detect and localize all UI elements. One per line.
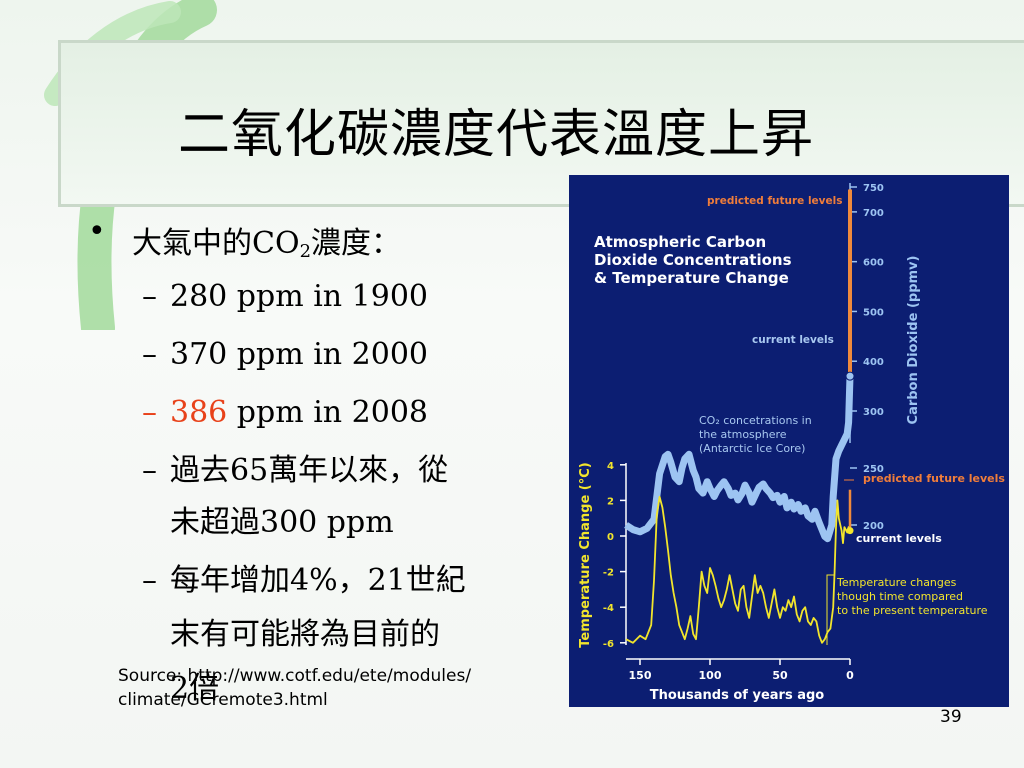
co2-axis-ticks: 200 250 300 400 500 600 700 750 bbox=[850, 183, 884, 532]
sub-item-650k-years: – 過去65萬年以來，從 未超過300 ppm bbox=[142, 453, 449, 540]
sub-item-2008: –386 ppm in 2008 bbox=[142, 395, 428, 430]
sub-item-2000: –370 ppm in 2000 bbox=[142, 337, 428, 372]
slide-title: 二氧化碳濃度代表溫度上昇 bbox=[178, 105, 815, 165]
co2-series-label-1: CO₂ concetrations in bbox=[699, 414, 812, 427]
co2-series-label-2: the atmosphere bbox=[699, 428, 787, 441]
bullet-main-text: 大氣中的CO2濃度： bbox=[132, 226, 402, 262]
temp-tick-label: 0 bbox=[607, 532, 614, 543]
co2-tick-label: 500 bbox=[863, 307, 884, 318]
highlight-386: 386 bbox=[170, 395, 228, 430]
co2-current-label: current levels bbox=[752, 334, 834, 346]
co2-tick-label: 700 bbox=[863, 208, 884, 219]
page-number: 39 bbox=[940, 707, 962, 727]
x-tick-label: 100 bbox=[699, 669, 722, 682]
temp-note-line-3: to the present temperature bbox=[837, 604, 988, 617]
source-citation: Source: http://www.cotf.edu/ete/modules/… bbox=[118, 666, 472, 710]
x-tick-label: 50 bbox=[772, 669, 788, 682]
temp-axis-ticks: 4 2 0 -2 -4 -6 bbox=[603, 461, 626, 650]
co2-axis-label: Carbon Dioxide (ppmv) bbox=[906, 256, 921, 425]
series-layer bbox=[624, 189, 855, 644]
temp-note-bracket bbox=[826, 574, 835, 645]
temp-tick-label: -2 bbox=[603, 568, 614, 579]
chart-title-line-2: Dioxide Concentrations bbox=[594, 251, 792, 269]
x-axis-label: Thousands of years ago bbox=[650, 688, 825, 703]
temp-note-line-2: though time compared bbox=[837, 590, 963, 603]
temperature-series-line bbox=[625, 495, 851, 644]
bullet-dot-icon: • bbox=[88, 214, 106, 249]
chart-title-line-1: Atmospheric Carbon bbox=[594, 233, 766, 251]
co2-tick-label: 300 bbox=[863, 407, 884, 418]
co2-current-marker bbox=[845, 371, 855, 381]
temp-predicted-label: predicted future levels bbox=[863, 472, 1005, 485]
co2-tick-label: 600 bbox=[863, 258, 884, 269]
temp-tick-label: -4 bbox=[603, 603, 614, 614]
sub-item-1900: –280 ppm in 1900 bbox=[142, 279, 428, 314]
x-tick-label: 150 bbox=[629, 669, 652, 682]
x-axis-ticks: 150 100 50 0 bbox=[629, 659, 854, 682]
temp-tick-label: -6 bbox=[603, 639, 614, 650]
co2-series-line bbox=[624, 376, 854, 543]
co2-tick-label: 750 bbox=[863, 183, 884, 194]
chart-background bbox=[569, 175, 1009, 707]
co2-tick-label: 250 bbox=[863, 464, 884, 475]
sub-item-growth-rate: – 每年增加4%，21世紀 末有可能將為目前的 2倍 bbox=[142, 563, 466, 706]
temp-note-line-1: Temperature changes bbox=[836, 576, 957, 589]
chart-title-line-3: & Temperature Change bbox=[594, 269, 789, 287]
x-tick-label: 0 bbox=[846, 669, 854, 682]
temp-tick-label: 4 bbox=[607, 461, 614, 472]
temp-axis-label: Temperature Change (°C) bbox=[578, 462, 593, 647]
co2-predicted-label: predicted future levels bbox=[707, 195, 843, 207]
co2-tick-label: 200 bbox=[863, 521, 884, 532]
temp-current-label: current levels bbox=[856, 532, 942, 545]
co2-series-label-3: (Antarctic Ice Core) bbox=[699, 442, 805, 455]
temp-tick-label: 2 bbox=[607, 496, 614, 507]
temp-current-marker bbox=[846, 527, 854, 535]
co2-subscript: 2 bbox=[299, 241, 312, 262]
co2-temperature-chart: Atmospheric Carbon Dioxide Concentration… bbox=[569, 175, 1009, 707]
co2-tick-label: 400 bbox=[863, 357, 884, 368]
